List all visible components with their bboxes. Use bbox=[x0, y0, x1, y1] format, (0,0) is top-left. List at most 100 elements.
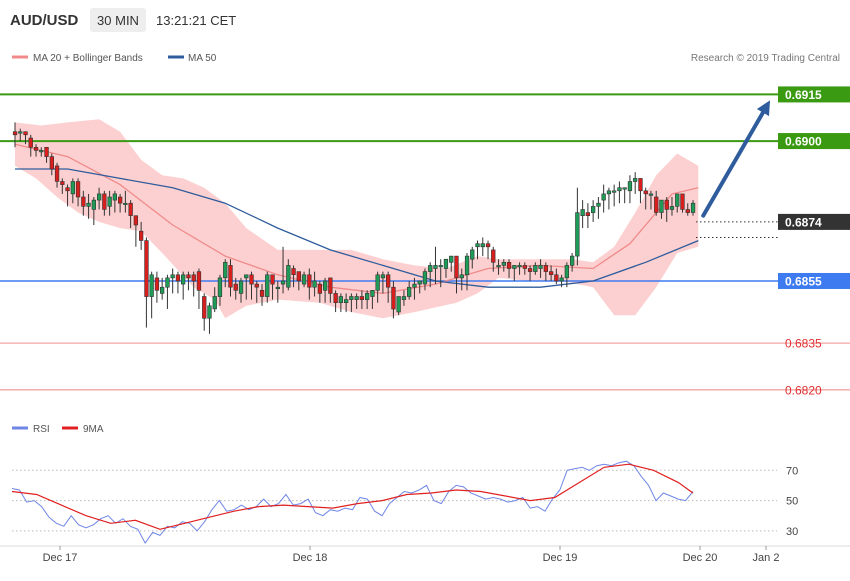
level-label-resistance: 0.6900 bbox=[785, 135, 822, 149]
bear-candle bbox=[491, 249, 496, 263]
bear-candle bbox=[506, 261, 512, 269]
bull-candle bbox=[217, 277, 223, 297]
bear-candle bbox=[585, 212, 591, 217]
bull-candle bbox=[475, 243, 480, 248]
bear-candle bbox=[12, 131, 18, 136]
bear-candle bbox=[543, 265, 549, 272]
bear-candle bbox=[554, 274, 559, 282]
bull-candle bbox=[312, 280, 317, 288]
last-price-label-bg bbox=[778, 213, 850, 230]
ma50-line bbox=[15, 168, 699, 288]
bear-candle bbox=[75, 181, 81, 198]
bear-candle bbox=[638, 178, 643, 192]
level-label-resistance: 0.6915 bbox=[785, 88, 822, 102]
bull-candle bbox=[596, 202, 601, 207]
bear-candle bbox=[391, 286, 396, 310]
bear-candle bbox=[128, 202, 133, 216]
symbol-title: AUD/USD bbox=[10, 12, 79, 29]
rsi-tick-label: 70 bbox=[786, 465, 798, 477]
rsi-legend: RSI 9MA bbox=[12, 424, 104, 435]
bear-candle bbox=[664, 199, 669, 210]
bear-candle bbox=[233, 283, 238, 291]
bull-candle bbox=[91, 199, 97, 210]
level-label-bg-resistance bbox=[778, 133, 850, 150]
bull-candle bbox=[207, 305, 212, 319]
bear-candle bbox=[133, 215, 139, 226]
bull-candle bbox=[370, 289, 375, 297]
bear-candle bbox=[259, 289, 265, 297]
bull-candle bbox=[669, 206, 675, 210]
bull-candle bbox=[438, 265, 443, 268]
bull-candle bbox=[112, 193, 118, 201]
bull-candle bbox=[354, 296, 359, 300]
chart-header: AUD/USD 30 MIN 13:21:21 CET bbox=[10, 8, 236, 32]
bull-candle bbox=[412, 283, 417, 288]
timeframe-badge[interactable] bbox=[90, 8, 146, 32]
bull-candle bbox=[611, 190, 617, 193]
bull-candle bbox=[286, 265, 291, 288]
bull-candle bbox=[433, 265, 438, 269]
bear-candle bbox=[685, 209, 690, 213]
bull-candle bbox=[501, 261, 507, 266]
bollinger-band-area bbox=[15, 119, 699, 319]
bull-candle bbox=[149, 274, 154, 297]
bear-candle bbox=[454, 255, 459, 279]
bull-candle bbox=[275, 286, 281, 290]
bear-candle bbox=[23, 131, 28, 136]
bull-candle bbox=[559, 277, 564, 282]
x-axis: Dec 17 Dec 18 Dec 19 Dec 20 Jan 2 bbox=[0, 545, 850, 564]
bear-candle bbox=[81, 196, 86, 207]
bull-candle bbox=[280, 280, 286, 285]
bull-candle bbox=[238, 280, 244, 294]
bear-candle bbox=[186, 274, 191, 279]
candlesticks bbox=[12, 122, 696, 334]
bear-candle bbox=[54, 165, 60, 182]
last-price-label: 0.6874 bbox=[785, 215, 822, 229]
level-label-support: 0.6835 bbox=[785, 337, 822, 351]
bear-candle bbox=[307, 274, 312, 288]
bull-candle bbox=[223, 261, 228, 279]
ma20-legend-label: MA 20 + Bollinger Bands bbox=[33, 53, 143, 64]
bull-candle bbox=[496, 265, 501, 268]
rsi-ma-legend-label: 9MA bbox=[83, 424, 104, 435]
bear-candle bbox=[254, 283, 259, 288]
bull-candle bbox=[97, 193, 102, 201]
bull-candle bbox=[569, 255, 575, 266]
bear-candle bbox=[296, 271, 302, 282]
bull-candle bbox=[533, 265, 538, 272]
bull-candle bbox=[690, 202, 696, 213]
bull-candle bbox=[417, 280, 422, 285]
x-tick-label: Dec 20 bbox=[683, 552, 718, 564]
bull-candle bbox=[512, 265, 517, 269]
bear-candle bbox=[202, 296, 207, 319]
bear-candle bbox=[154, 277, 160, 291]
bull-candle bbox=[343, 299, 349, 304]
bull-candle bbox=[349, 296, 354, 300]
bull-candle bbox=[622, 187, 627, 190]
bear-candle bbox=[196, 271, 202, 291]
bull-candle bbox=[575, 212, 580, 257]
rsi-ma-line bbox=[11, 463, 694, 530]
annotations: 0.6874 bbox=[696, 100, 850, 238]
bear-candle bbox=[291, 268, 296, 275]
x-tick-label: Dec 19 bbox=[543, 552, 578, 564]
bear-candle bbox=[328, 277, 333, 294]
bear-candle bbox=[44, 147, 49, 157]
bull-candle bbox=[449, 255, 454, 263]
bull-candle bbox=[338, 296, 344, 303]
bull-candle bbox=[470, 249, 475, 260]
bear-candle bbox=[333, 293, 338, 303]
bull-candle bbox=[632, 178, 638, 182]
bull-candle bbox=[265, 274, 270, 297]
rsi-tick-label: 30 bbox=[786, 526, 798, 538]
bear-candle bbox=[28, 137, 33, 148]
bull-candle bbox=[123, 202, 128, 205]
bull-candle bbox=[396, 296, 401, 313]
bear-candle bbox=[643, 190, 648, 195]
bull-candle bbox=[590, 206, 596, 213]
bull-candle bbox=[18, 131, 23, 134]
bull-candle bbox=[659, 199, 664, 213]
bollinger-band-fill bbox=[15, 119, 699, 319]
bear-candle bbox=[359, 296, 365, 300]
